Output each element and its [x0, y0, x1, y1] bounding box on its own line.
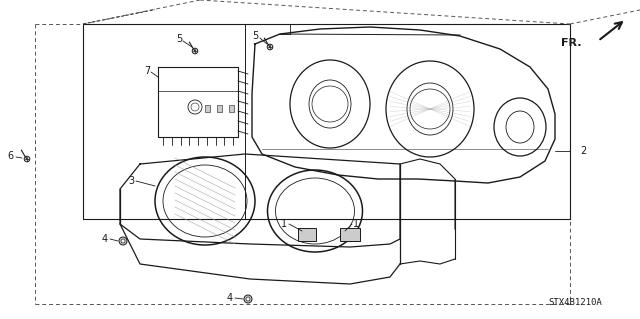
Text: 7: 7: [144, 66, 150, 76]
Text: 4: 4: [102, 234, 108, 244]
Text: STX4B1210A: STX4B1210A: [548, 298, 602, 307]
Bar: [298, 228, 316, 241]
Text: 6: 6: [8, 151, 14, 161]
Text: 5: 5: [176, 34, 182, 44]
Bar: [217, 105, 222, 112]
Circle shape: [24, 156, 30, 162]
Text: 2: 2: [580, 146, 586, 156]
Bar: [229, 105, 234, 112]
Circle shape: [246, 297, 250, 301]
Bar: [205, 105, 210, 112]
Text: 3: 3: [128, 176, 134, 186]
Circle shape: [192, 48, 198, 54]
Circle shape: [244, 295, 252, 303]
Text: 5: 5: [252, 31, 258, 41]
Text: FR.: FR.: [561, 38, 582, 48]
Text: 1: 1: [353, 219, 359, 229]
Circle shape: [268, 44, 273, 50]
Text: 1: 1: [281, 219, 287, 229]
Circle shape: [121, 239, 125, 243]
Bar: [340, 228, 360, 241]
Text: 4: 4: [227, 293, 233, 303]
Circle shape: [119, 237, 127, 245]
